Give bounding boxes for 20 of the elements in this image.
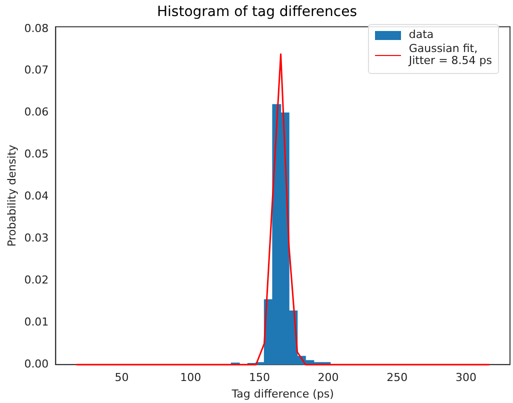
x-tick-label: 100: [180, 371, 202, 384]
y-axis-title: Probability density: [5, 144, 18, 247]
y-tick-label: 0.06: [24, 106, 49, 119]
y-tick-label: 0.08: [24, 22, 49, 35]
x-tick-label: 50: [114, 371, 129, 384]
legend-label: data: [408, 28, 434, 42]
y-tick-label: 0.04: [24, 190, 49, 203]
legend-label: Gaussian fit, Jitter = 8.54 ps: [408, 42, 492, 68]
chart-title: Histogram of tag differences: [157, 4, 357, 20]
x-tick-label: 150: [248, 371, 270, 384]
y-tick-label: 0.03: [24, 232, 49, 245]
x-axis-title: Tag difference (ps): [230, 387, 334, 400]
y-tick-label: 0.00: [24, 357, 49, 370]
y-tick-label: 0.07: [24, 64, 49, 77]
x-tick-label: 300: [455, 371, 476, 384]
y-tick-label: 0.01: [24, 315, 49, 328]
x-tick-label: 250: [386, 371, 408, 384]
y-tick-label: 0.02: [24, 274, 49, 287]
y-tick-label: 0.05: [24, 148, 49, 161]
x-tick-label: 200: [318, 371, 339, 384]
